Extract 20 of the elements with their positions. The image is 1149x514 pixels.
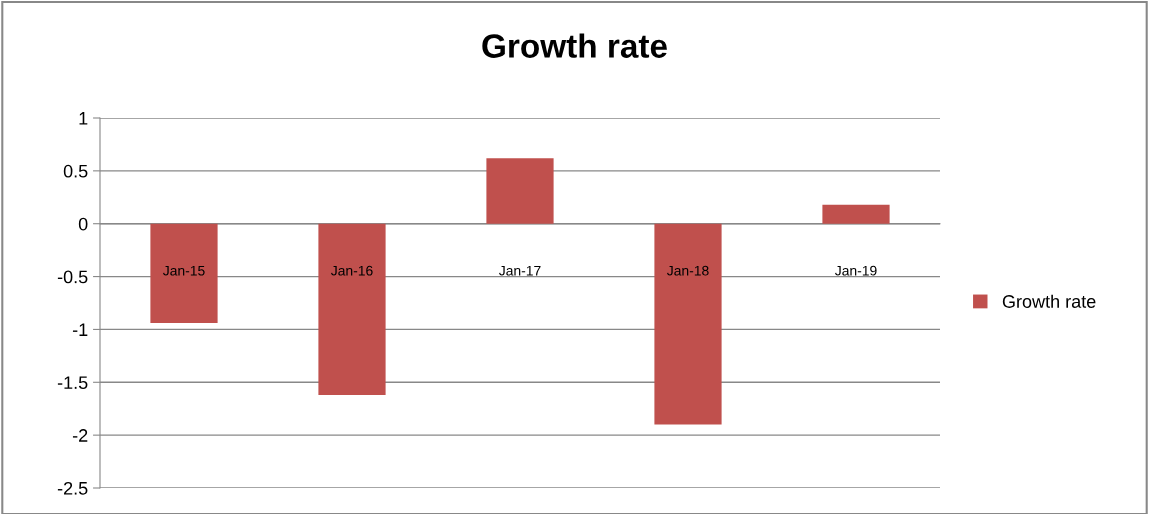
y-tick-label: -1: [72, 323, 88, 336]
y-tick-label: -1.5: [57, 376, 88, 390]
y-tick-label: 0: [78, 217, 88, 231]
y-tick-label: 0.5: [63, 164, 88, 178]
bar: [318, 223, 386, 395]
x-tick-label: Jan-19: [834, 265, 877, 276]
x-tick-label: Jan-17: [498, 265, 541, 276]
y-tick-label: 1: [79, 112, 88, 125]
x-tick-label: Jan-15: [162, 265, 205, 276]
chart-title: Growth rate: [482, 33, 667, 58]
y-tick-label: -2: [72, 429, 88, 442]
bar: [486, 158, 554, 224]
y-tick-label: -0.5: [57, 270, 88, 284]
bar: [654, 223, 722, 425]
x-tick-label: Jan-16: [330, 265, 373, 276]
y-tick-label: -2.5: [57, 481, 88, 495]
bar: [150, 223, 218, 324]
legend-label: Growth rate: [1002, 294, 1096, 308]
bar: [822, 204, 890, 224]
x-tick-label: Jan-18: [666, 265, 709, 276]
